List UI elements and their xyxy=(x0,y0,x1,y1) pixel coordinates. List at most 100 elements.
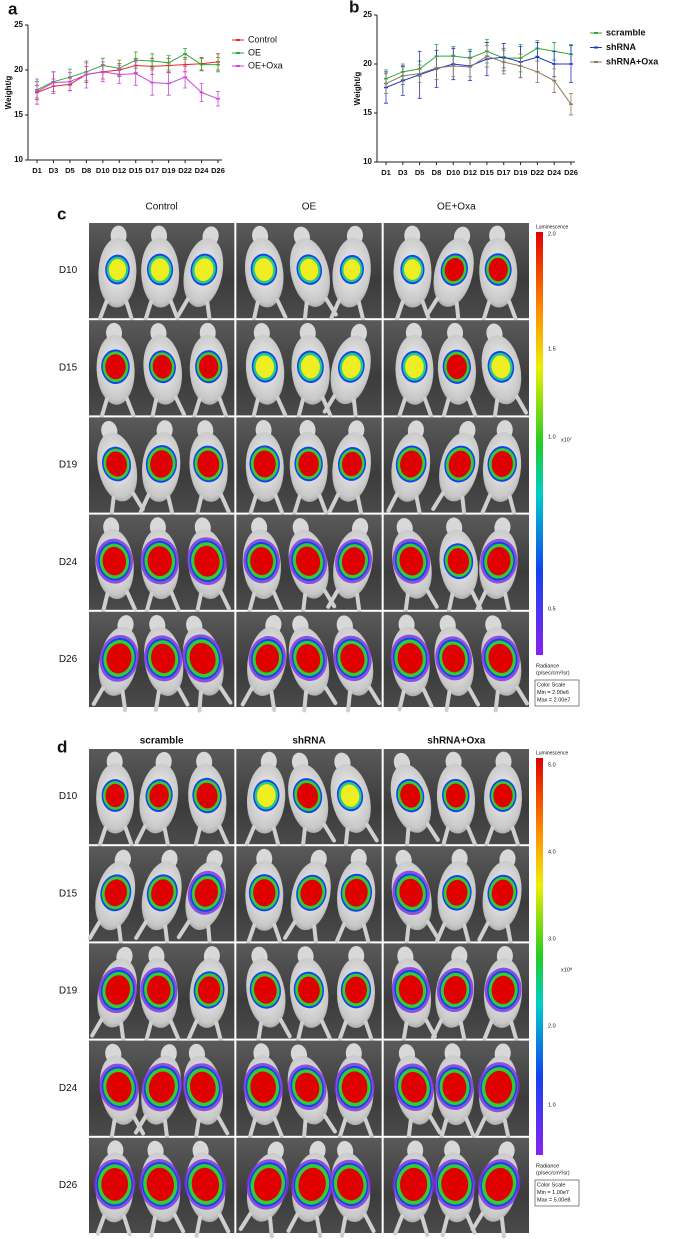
mouse-leg xyxy=(286,1212,323,1238)
mouse xyxy=(143,323,186,420)
mouse xyxy=(435,1043,476,1140)
signal-core xyxy=(485,1070,513,1104)
signal-core xyxy=(398,975,424,1005)
x-tick-label: D15 xyxy=(480,168,494,177)
mouse xyxy=(482,946,523,1043)
signal-core xyxy=(253,450,276,478)
mouse-leg xyxy=(474,1115,511,1141)
image-cell xyxy=(236,1040,382,1142)
mouse-leg xyxy=(300,822,337,850)
mouse-leg xyxy=(91,686,128,713)
mouse xyxy=(334,1043,375,1140)
mouse xyxy=(395,322,434,419)
row-label: D15 xyxy=(59,362,78,373)
mouse xyxy=(139,1140,186,1238)
mouse-leg xyxy=(492,394,528,421)
signal-core xyxy=(151,879,174,907)
mouse-leg xyxy=(97,299,134,322)
colorbar-tick-label: 4.0 xyxy=(548,849,556,855)
mouse-leg xyxy=(292,493,329,517)
mouse-leg xyxy=(337,1117,374,1140)
mouse xyxy=(433,1140,477,1238)
mouse xyxy=(431,946,475,1044)
image-cell xyxy=(236,1137,382,1239)
signal-core xyxy=(345,976,367,1004)
mouse xyxy=(391,849,440,947)
column-header: shRNA+Oxa xyxy=(427,736,486,747)
panel-label: a xyxy=(8,0,18,18)
mouse-leg xyxy=(138,493,175,517)
mouse xyxy=(390,614,434,712)
mouse-leg xyxy=(247,590,284,614)
mouse-leg xyxy=(439,1116,476,1140)
column-header: shRNA xyxy=(292,736,325,747)
mouse xyxy=(242,517,284,614)
signal-core xyxy=(493,783,513,808)
radiance-label: (p/sec/cm²/sr) xyxy=(536,670,570,676)
image-cell xyxy=(236,943,382,1044)
scale-box xyxy=(534,679,580,707)
image-cell xyxy=(383,1040,529,1142)
signal-core xyxy=(148,1071,175,1103)
mouse-leg xyxy=(302,685,338,713)
mouse xyxy=(188,751,230,849)
legend-label: OE+Oxa xyxy=(248,60,283,70)
mouse-leg xyxy=(193,1115,230,1141)
x-tick-label: D10 xyxy=(446,168,460,177)
signal-core xyxy=(255,644,280,673)
image-cell xyxy=(236,417,382,518)
mouse-leg xyxy=(404,919,440,947)
x-tick-label: D26 xyxy=(564,168,578,177)
signal-core xyxy=(194,878,218,907)
signal-core xyxy=(196,782,218,809)
image-cell xyxy=(89,417,235,518)
legend-label: shRNA+Oxa xyxy=(606,56,659,66)
image-cell xyxy=(383,749,529,850)
mouse xyxy=(138,420,181,517)
mouse-leg xyxy=(192,396,229,419)
colorbar-unit: x10⁷ xyxy=(561,436,572,443)
mouse xyxy=(244,751,286,849)
scale-box xyxy=(534,1179,580,1207)
mouse-leg xyxy=(481,299,518,322)
signal-core xyxy=(485,1167,513,1201)
series-line xyxy=(36,61,219,93)
mouse-leg xyxy=(301,1113,337,1142)
image-cell xyxy=(236,223,382,324)
mouse-leg xyxy=(431,1018,467,1044)
signal-core xyxy=(404,259,421,280)
signal-core xyxy=(197,976,221,1004)
mouse xyxy=(425,226,474,324)
signal-core xyxy=(399,878,423,907)
signal-core xyxy=(147,975,171,1005)
mouse-leg xyxy=(339,1212,376,1238)
image-cell xyxy=(236,320,382,421)
mouse xyxy=(436,751,477,849)
mouse xyxy=(326,517,373,616)
signal-core xyxy=(298,451,319,477)
colorbar-tick-label: 1.5 xyxy=(548,346,556,352)
image-cell xyxy=(89,1040,235,1142)
column-header: OE xyxy=(302,202,317,213)
mouse-leg xyxy=(470,1211,506,1239)
image-cell xyxy=(89,223,235,324)
x-tick-label: D5 xyxy=(415,168,425,177)
signal-core xyxy=(341,547,366,576)
mouse xyxy=(288,518,337,616)
x-tick-label: D8 xyxy=(432,168,442,177)
image-cell xyxy=(87,846,235,947)
mouse xyxy=(479,225,518,322)
signal-core xyxy=(254,1167,282,1201)
signal-core xyxy=(295,1072,320,1102)
mouse-leg xyxy=(149,1212,186,1238)
mouse-leg xyxy=(153,686,190,713)
signal-core xyxy=(337,1168,364,1201)
colorbar-tick-label: 1.0 xyxy=(548,1102,556,1108)
mouse-leg xyxy=(246,922,283,945)
mouse-leg xyxy=(186,1019,223,1043)
x-tick-label: D19 xyxy=(162,166,176,175)
mouse xyxy=(289,420,329,517)
mouse xyxy=(87,849,136,947)
mouse xyxy=(475,517,518,615)
signal-core xyxy=(191,1167,220,1201)
